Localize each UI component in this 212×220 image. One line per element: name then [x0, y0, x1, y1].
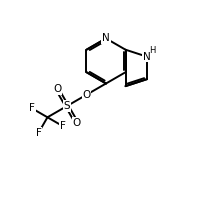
Text: F: F [60, 121, 66, 131]
Text: O: O [53, 84, 61, 94]
Text: O: O [73, 118, 81, 128]
Text: N: N [102, 33, 110, 43]
Text: N: N [143, 52, 151, 62]
Text: H: H [150, 46, 156, 55]
Text: F: F [29, 103, 35, 113]
Text: O: O [82, 90, 91, 100]
Text: S: S [64, 101, 70, 111]
Text: F: F [36, 128, 41, 138]
